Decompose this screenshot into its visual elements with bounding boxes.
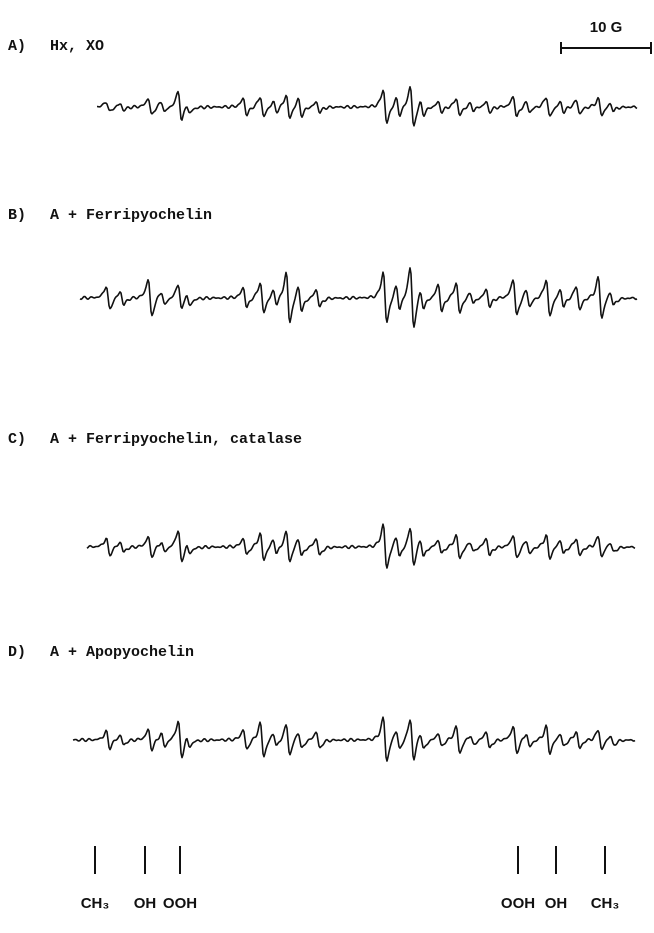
panel-label: A + Ferripyochelin, catalase: [50, 431, 302, 448]
spectrum-trace: [86, 523, 636, 569]
panel-letter: B): [8, 207, 26, 224]
marker-label: OOH: [163, 895, 197, 912]
panel-label: A + Apopyochelin: [50, 644, 194, 661]
spectrum-trace: [72, 716, 636, 762]
marker-label: OOH: [501, 895, 535, 912]
marker-label: OH: [545, 895, 568, 912]
marker-label: OH: [134, 895, 157, 912]
panel-letter: D): [8, 644, 26, 661]
marker-label: CH₃: [591, 895, 620, 912]
panel-letter: C): [8, 431, 26, 448]
panel-label: Hx, XO: [50, 38, 104, 55]
panel-letter: A): [8, 38, 26, 55]
spectrum-trace: [79, 267, 638, 328]
spectrum-trace: [97, 86, 638, 127]
scale-bar: [560, 42, 652, 54]
panel-label: A + Ferripyochelin: [50, 207, 212, 224]
scale-label: 10 G: [590, 19, 623, 36]
marker-label: CH₃: [81, 895, 110, 912]
